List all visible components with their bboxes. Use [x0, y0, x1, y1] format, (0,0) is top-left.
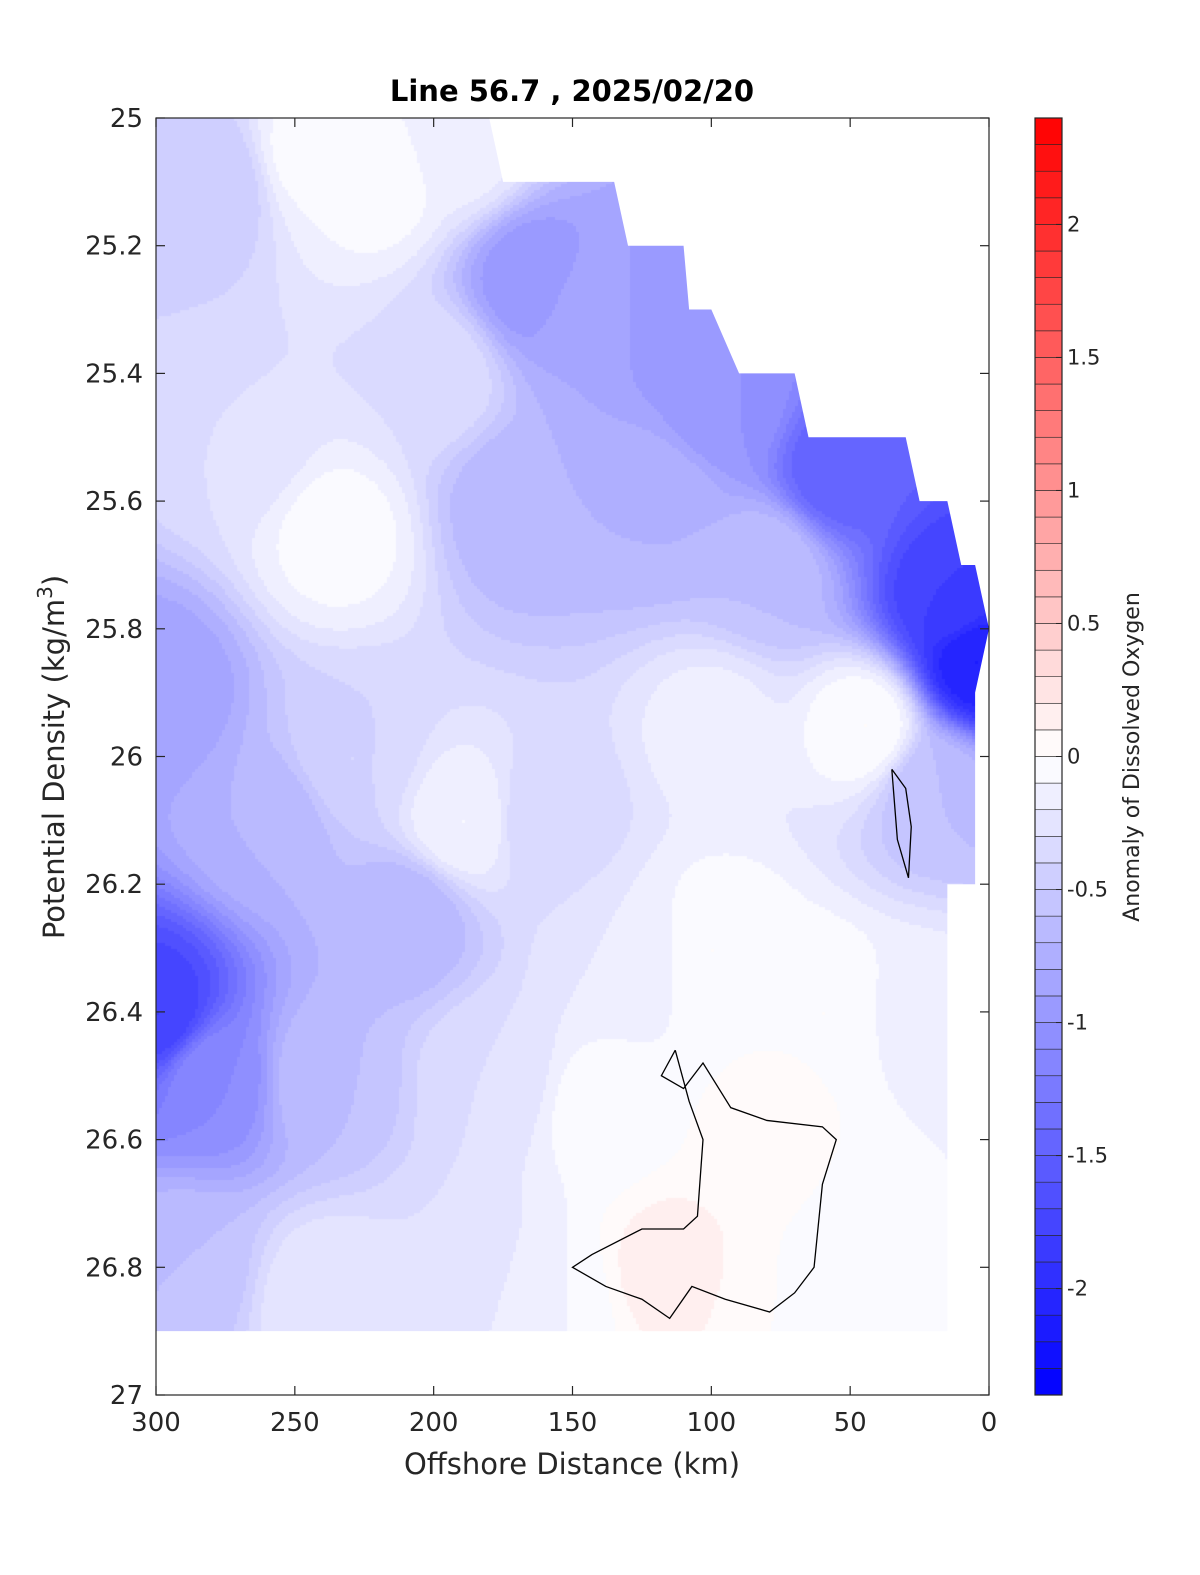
zero-contour-line-0	[571, 1049, 838, 1320]
x-tick-label: 200	[409, 1408, 459, 1438]
colorbar-cell	[1034, 303, 1063, 332]
colorbar-cell	[1034, 1128, 1063, 1156]
colorbar-cell	[1034, 383, 1063, 411]
colorbar-cell	[1034, 357, 1063, 385]
x-tick-label: 50	[834, 1408, 867, 1438]
colorbar-cell	[1034, 1181, 1063, 1210]
colorbar-cell	[1034, 1235, 1063, 1263]
colorbar-cell	[1034, 729, 1063, 757]
colorbar-cell	[1034, 1208, 1063, 1236]
colorbar-tick-label: -1	[1067, 1011, 1088, 1035]
colorbar-cell	[1034, 410, 1063, 438]
colorbar-cell	[1034, 543, 1063, 571]
colorbar-cell	[1034, 809, 1063, 837]
colorbar-tick-label: 1.5	[1067, 345, 1100, 369]
x-axis: 300 250 200 150 100 50 0	[131, 118, 997, 1438]
colorbar-cell	[1034, 1022, 1063, 1050]
colorbar-label: Anomaly of Dissolved Oxygen	[1120, 592, 1145, 922]
colorbar-cell	[1034, 942, 1063, 970]
colorbar-cell	[1034, 117, 1063, 145]
colorbar-cell	[1034, 1075, 1063, 1103]
colorbar-cell	[1034, 224, 1063, 252]
colorbar-cell	[1034, 170, 1063, 199]
colorbar-cell	[1034, 1048, 1063, 1077]
colorbar-cell	[1034, 596, 1063, 624]
colorbar-tick-label: 0.5	[1067, 611, 1100, 635]
y-tick-label: 25.4	[85, 359, 143, 389]
y-tick-label: 26.6	[85, 1126, 143, 1156]
y-tick-label: 26.2	[85, 870, 143, 900]
colorbar-cell	[1034, 889, 1063, 917]
colorbar-tick-label: -2	[1067, 1277, 1088, 1301]
colorbar-cell	[1034, 197, 1063, 225]
colorbar-cell	[1034, 1102, 1063, 1130]
x-tick-label: 150	[548, 1408, 598, 1438]
colorbar-tick-label: -0.5	[1067, 878, 1108, 902]
y-tick-label: 25.2	[85, 232, 143, 262]
colorbar-cell	[1034, 969, 1063, 997]
colorbar-cell	[1034, 1288, 1063, 1316]
colorbar-cell	[1034, 250, 1063, 278]
colorbar-cell	[1034, 1261, 1063, 1289]
colorbar-cell	[1034, 569, 1063, 598]
colorbar-cell	[1034, 756, 1063, 784]
y-tick-label: 26	[110, 743, 143, 773]
colorbar-cell	[1034, 702, 1063, 731]
colorbar-cell	[1034, 330, 1063, 358]
x-tick-label: 250	[270, 1408, 320, 1438]
colorbar-cell	[1034, 1368, 1063, 1396]
x-tick-label: 300	[131, 1408, 181, 1438]
y-axis-label: Potential Density (kg/m3)	[33, 575, 71, 939]
colorbar-cell	[1034, 490, 1063, 518]
colorbar-cell	[1034, 862, 1063, 890]
colorbar-cell	[1034, 676, 1063, 704]
colorbar-cell	[1034, 649, 1063, 677]
colorbar-cell	[1034, 277, 1063, 305]
colorbar-cell	[1034, 1341, 1063, 1369]
y-tick-label: 26.4	[85, 998, 143, 1028]
y-tick-label: 25.8	[85, 615, 143, 645]
colorbar-tick-label: 2	[1067, 212, 1080, 236]
y-tick-label: 25	[110, 104, 143, 134]
colorbar-cell	[1034, 463, 1063, 491]
colorbar-cell	[1034, 782, 1063, 811]
zero-contour-line-1	[891, 768, 912, 878]
plot-area	[155, 117, 990, 1396]
colorbar-cell	[1034, 1314, 1063, 1343]
colorbar-cell	[1034, 836, 1063, 864]
colorbar-cell	[1034, 144, 1063, 172]
colorbar-cell	[1034, 1155, 1063, 1183]
y-tick-label: 26.8	[85, 1253, 143, 1283]
colorbar-cell	[1034, 516, 1063, 544]
x-tick-label: 100	[687, 1408, 737, 1438]
colorbar-cell	[1034, 995, 1063, 1023]
colorbar-cell	[1034, 623, 1063, 651]
y-tick-label: 27	[110, 1381, 143, 1411]
colorbar-tick-label: -1.5	[1067, 1144, 1108, 1168]
zero-contours	[571, 768, 912, 1320]
x-axis-label: Offshore Distance (km)	[404, 1447, 740, 1481]
colorbar-cell	[1034, 915, 1063, 944]
colorbar-ticks: 2 1.5 1 0.5 0 -0.5 -1 -1.5 -2	[1056, 212, 1108, 1301]
chart-title: Line 56.7 , 2025/02/20	[390, 74, 754, 108]
y-axis: 25 25.2 25.4 25.6 25.8 26 26.2 26.4 26.6 26.8 27	[85, 104, 989, 1411]
colorbar: 2 1.5 1 0.5 0 -0.5 -1 -1.5 -2 Anomaly of Dissolv…	[1034, 117, 1145, 1396]
y-tick-label: 25.6	[85, 487, 143, 517]
x-tick-label: 0	[981, 1408, 998, 1438]
colorbar-cell	[1034, 436, 1063, 465]
colorbar-tick-label: 1	[1067, 478, 1080, 502]
colorbar-tick-label: 0	[1067, 745, 1080, 769]
